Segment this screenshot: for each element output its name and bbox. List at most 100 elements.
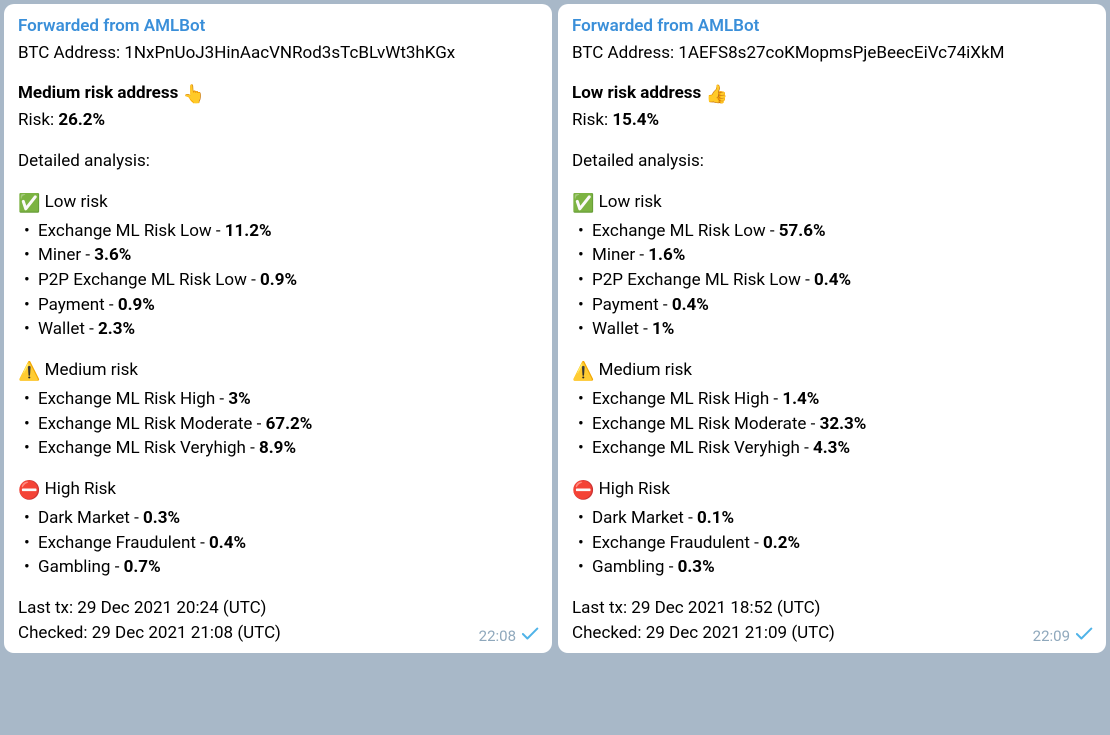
forwarded-from-label[interactable]: Forwarded from AMLBot — [18, 14, 538, 39]
item-value: 0.4% — [672, 295, 709, 315]
timestamp-row: 22:09 — [1033, 626, 1094, 648]
item-label: Exchange ML Risk Low - — [592, 221, 779, 241]
risk-section: ⚠️ Medium riskExchange ML Risk High - 1.… — [572, 358, 1092, 461]
address-label: BTC Address: — [572, 43, 678, 63]
section-items-list: Dark Market - 0.3%Exchange Fraudulent - … — [18, 506, 538, 580]
section-header: ✅ Low risk — [18, 190, 538, 217]
section-items-list: Exchange ML Risk High - 1.4%Exchange ML … — [572, 387, 1092, 461]
list-item: Payment - 0.9% — [38, 293, 538, 318]
list-item: Wallet - 1% — [592, 317, 1092, 342]
item-value: 57.6% — [779, 221, 826, 241]
item-label: Miner - — [592, 245, 648, 265]
section-header: ⚠️ Medium risk — [572, 358, 1092, 385]
item-value: 1% — [652, 319, 674, 339]
item-label: Payment - — [38, 295, 118, 315]
section-emoji-icon: ⚠️ — [572, 361, 594, 382]
message-bubble: Forwarded from AMLBotBTC Address: 1NxPnU… — [4, 4, 552, 653]
item-label: Wallet - — [592, 319, 652, 339]
list-item: Miner - 3.6% — [38, 243, 538, 268]
section-emoji-icon: ⚠️ — [18, 361, 40, 382]
detailed-analysis-label: Detailed analysis: — [572, 149, 1092, 174]
list-item: Dark Market - 0.1% — [592, 506, 1092, 531]
list-item: Exchange ML Risk Veryhigh - 8.9% — [38, 436, 538, 461]
list-item: Miner - 1.6% — [592, 243, 1092, 268]
section-title: Medium risk — [40, 360, 138, 380]
item-value: 3% — [228, 389, 250, 409]
item-value: 0.1% — [697, 508, 734, 528]
section-emoji-icon: ⛔ — [572, 480, 594, 501]
list-item: Exchange ML Risk High - 3% — [38, 387, 538, 412]
risk-section: ⚠️ Medium risk Exchange ML Risk High - 3%… — [18, 358, 538, 461]
item-value: 3.6% — [94, 245, 131, 265]
risk-percent-line: Risk: 15.4% — [572, 108, 1092, 133]
list-item: Gambling - 0.7% — [38, 555, 538, 580]
list-item: P2P Exchange ML Risk Low - 0.4% — [592, 268, 1092, 293]
risk-label: Risk: — [18, 110, 58, 130]
section-items-list: Exchange ML Risk Low - 57.6%Miner - 1.6%… — [572, 219, 1092, 342]
address-label: BTC Address: — [18, 43, 124, 63]
item-label: Exchange ML Risk High - — [38, 389, 228, 409]
risk-percent-line: Risk: 26.2% — [18, 108, 538, 133]
section-header: ⛔ High Risk — [18, 477, 538, 504]
check-icon — [1076, 626, 1094, 648]
last-tx-line: Last tx: 29 Dec 2021 20:24 (UTC) — [18, 596, 538, 621]
btc-address-line: BTC Address: 1AEFS8s27coKMopmsPjeBeecEiV… — [572, 41, 1092, 66]
message-time: 22:09 — [1033, 626, 1070, 648]
item-value: 67.2% — [266, 414, 313, 434]
item-value: 0.2% — [763, 533, 800, 553]
risk-value: 26.2% — [58, 110, 105, 130]
section-emoji-icon: ✅ — [572, 193, 594, 214]
list-item: Exchange Fraudulent - 0.2% — [592, 531, 1092, 556]
list-item: Exchange ML Risk Veryhigh - 4.3% — [592, 436, 1092, 461]
section-header: ✅ Low risk — [572, 190, 1092, 217]
item-value: 32.3% — [820, 414, 867, 434]
item-label: Miner - — [38, 245, 94, 265]
list-item: Exchange ML Risk High - 1.4% — [592, 387, 1092, 412]
risk-section: ✅ Low riskExchange ML Risk Low - 57.6%Mi… — [572, 190, 1092, 342]
item-label: P2P Exchange ML Risk Low - — [592, 270, 814, 290]
list-item: Exchange ML Risk Low - 57.6% — [592, 219, 1092, 244]
item-label: Dark Market - — [38, 508, 143, 528]
btc-address-line: BTC Address: 1NxPnUoJ3HinAacVNRod3sTcBLv… — [18, 41, 538, 66]
risk-level-title: Low risk address — [572, 83, 705, 103]
item-value: 11.2% — [225, 221, 272, 241]
item-label: Exchange ML Risk High - — [592, 389, 782, 409]
section-items-list: Exchange ML Risk High - 3%Exchange ML Ri… — [18, 387, 538, 461]
item-label: Exchange Fraudulent - — [38, 533, 209, 553]
item-label: Exchange ML Risk Moderate - — [592, 414, 820, 434]
risk-section: ✅ Low riskExchange ML Risk Low - 11.2%Mi… — [18, 190, 538, 342]
item-value: 0.9% — [260, 270, 297, 290]
item-label: Exchange ML Risk Moderate - — [38, 414, 266, 434]
item-label: Payment - — [592, 295, 672, 315]
item-value: 0.7% — [124, 557, 161, 577]
address-value: 1NxPnUoJ3HinAacVNRod3sTcBLvWt3hKGx — [124, 43, 455, 63]
item-label: P2P Exchange ML Risk Low - — [38, 270, 260, 290]
list-item: Dark Market - 0.3% — [38, 506, 538, 531]
section-title: High Risk — [594, 479, 670, 499]
list-item: Exchange ML Risk Moderate - 32.3% — [592, 412, 1092, 437]
section-items-list: Dark Market - 0.1%Exchange Fraudulent - … — [572, 506, 1092, 580]
item-label: Wallet - — [38, 319, 98, 339]
item-label: Exchange ML Risk Low - — [38, 221, 225, 241]
section-title: High Risk — [40, 479, 116, 499]
section-emoji-icon: ✅ — [18, 193, 40, 214]
item-label: Gambling - — [592, 557, 678, 577]
checked-line: Checked: 29 Dec 2021 21:08 (UTC) — [18, 621, 538, 646]
item-value: 0.3% — [678, 557, 715, 577]
timestamp-row: 22:08 — [479, 626, 540, 648]
item-value: 1.4% — [782, 389, 819, 409]
checked-line: Checked: 29 Dec 2021 21:09 (UTC) — [572, 621, 1092, 646]
risk-section: ⛔ High Risk Dark Market - 0.1%Exchange Fr… — [572, 477, 1092, 580]
item-value: 0.4% — [814, 270, 851, 290]
detailed-analysis-label: Detailed analysis: — [18, 149, 538, 174]
item-value: 8.9% — [259, 438, 296, 458]
forwarded-from-label[interactable]: Forwarded from AMLBot — [572, 14, 1092, 39]
list-item: Wallet - 2.3% — [38, 317, 538, 342]
item-label: Gambling - — [38, 557, 124, 577]
section-title: Low risk — [594, 192, 661, 212]
item-label: Exchange ML Risk Veryhigh - — [592, 438, 813, 458]
address-value: 1AEFS8s27coKMopmsPjeBeecEiVc74iXkM — [678, 43, 1004, 63]
item-label: Exchange Fraudulent - — [592, 533, 763, 553]
list-item: Exchange ML Risk Moderate - 67.2% — [38, 412, 538, 437]
list-item: Gambling - 0.3% — [592, 555, 1092, 580]
